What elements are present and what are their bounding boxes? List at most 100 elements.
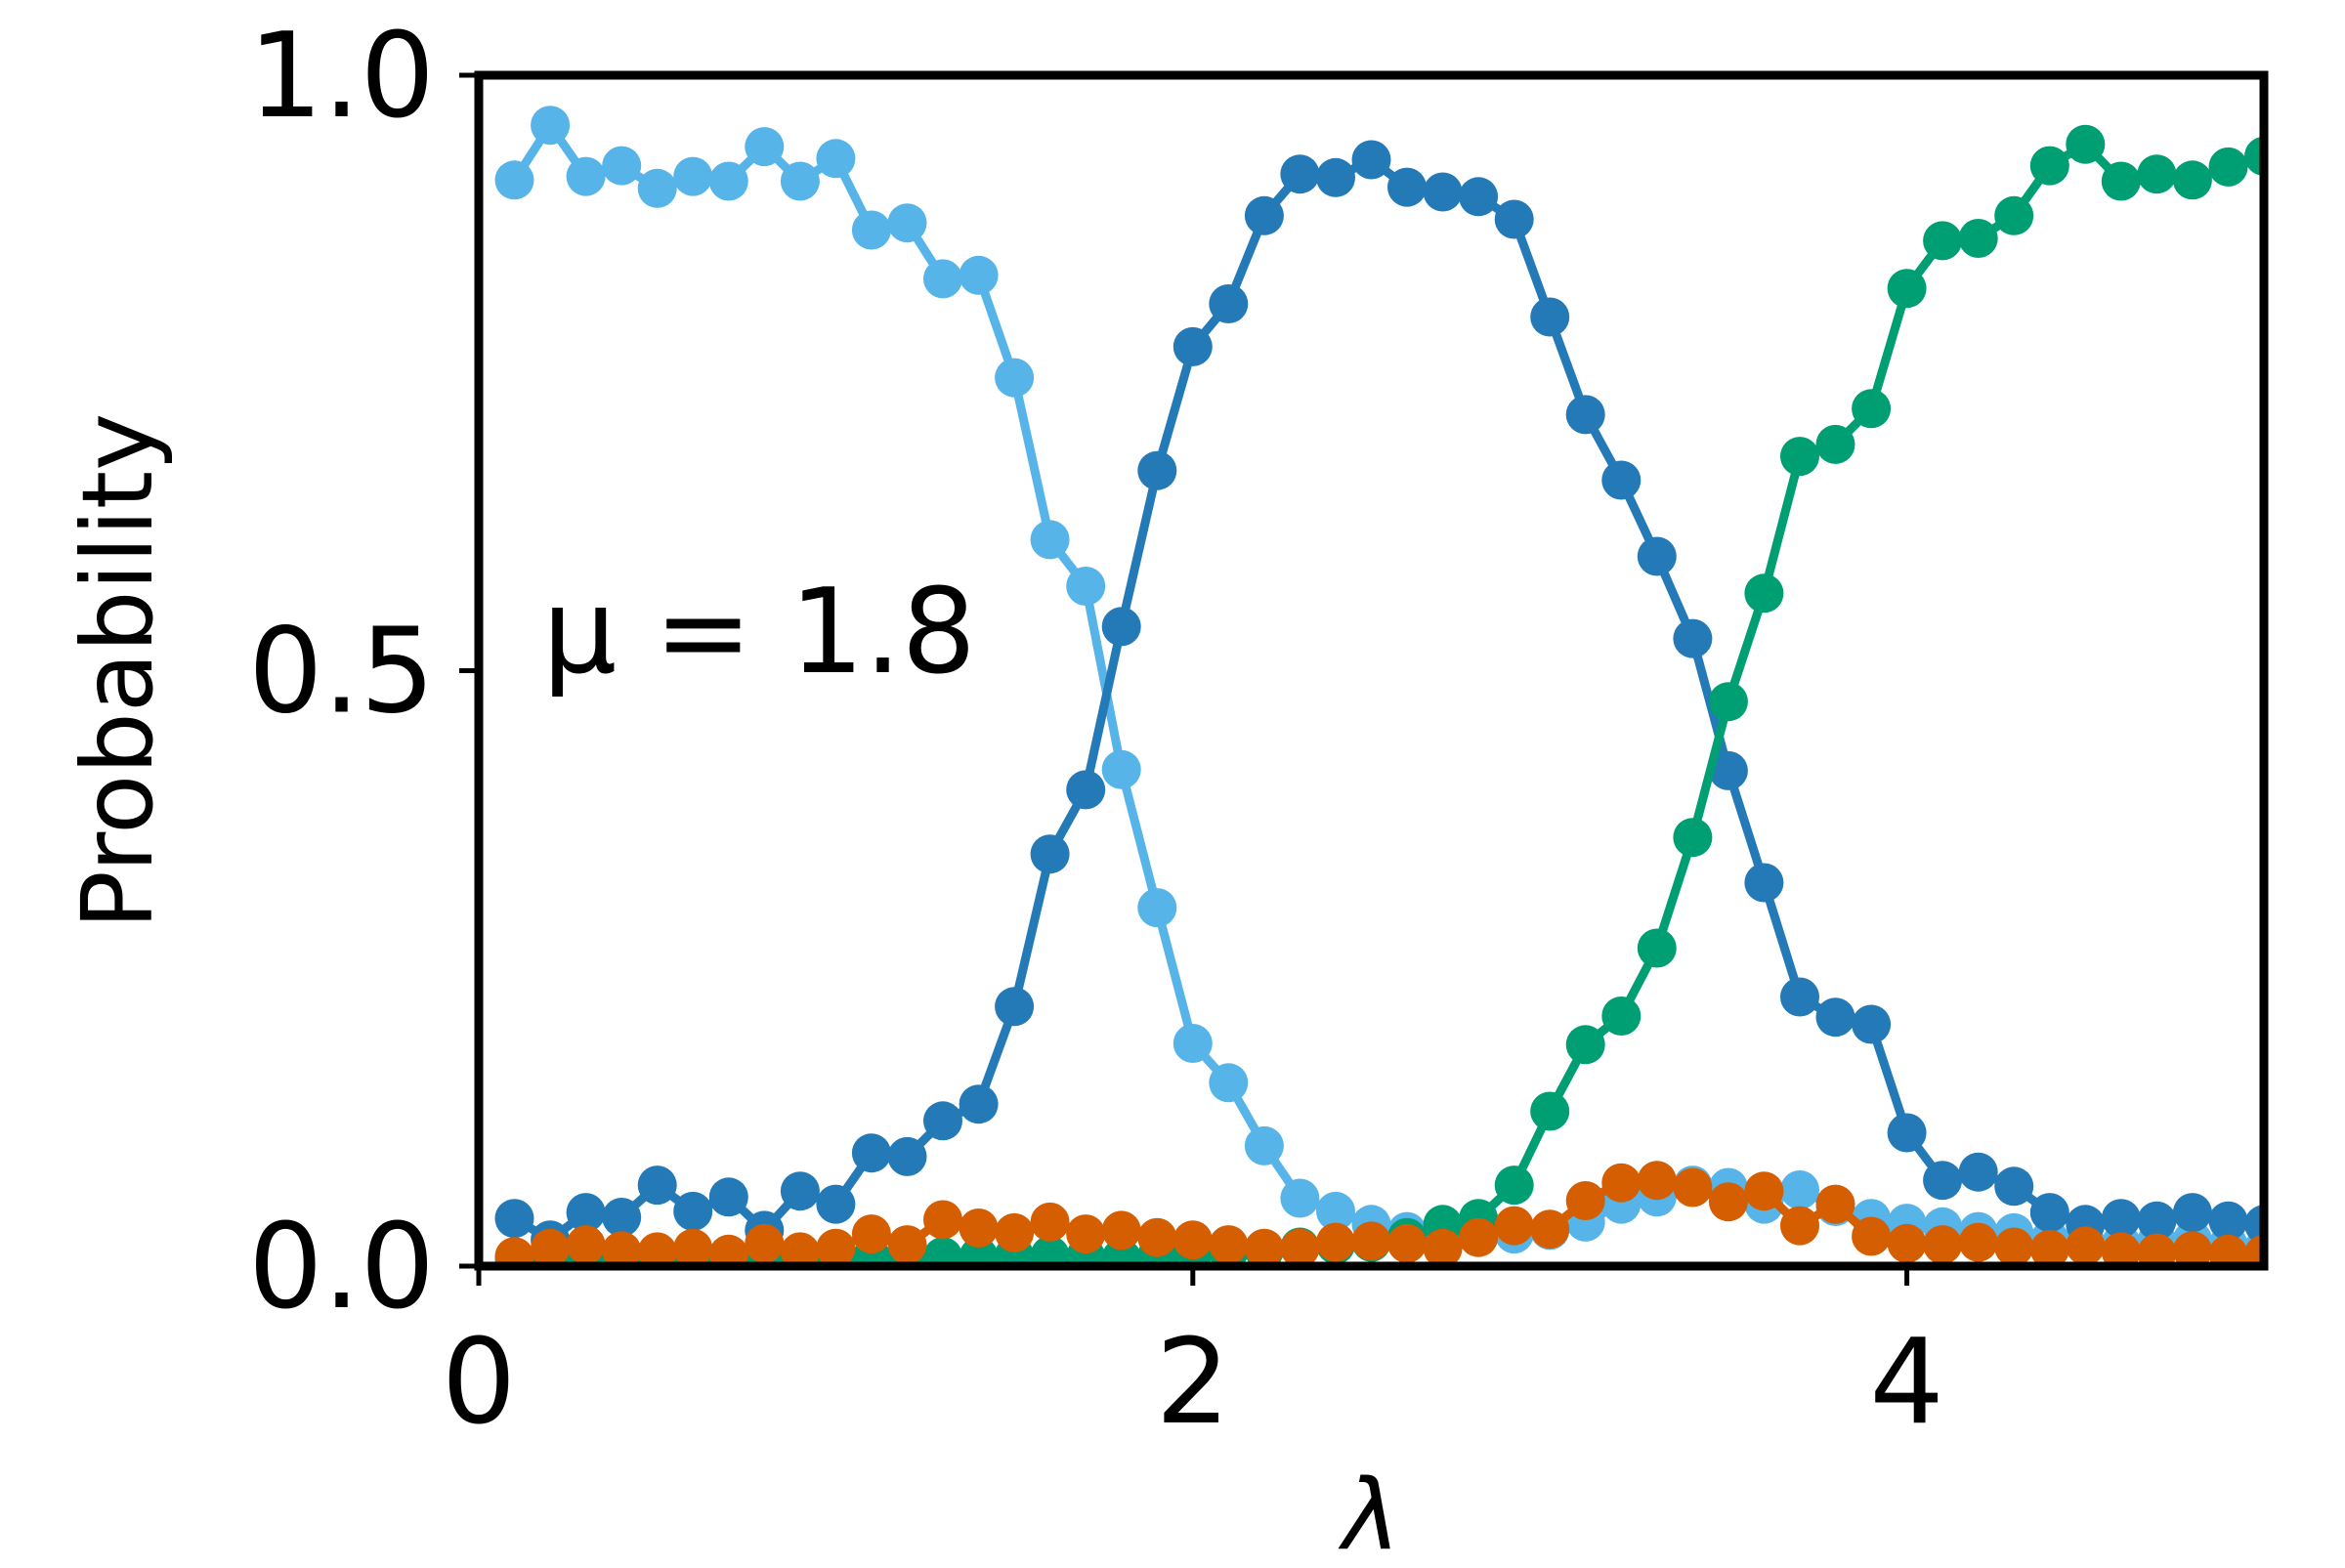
series-2-point bbox=[1209, 284, 1249, 323]
series-4-point bbox=[2172, 1231, 2212, 1266]
series-1-point bbox=[887, 203, 927, 243]
series-4-point bbox=[1316, 1222, 1355, 1262]
series-4-point bbox=[494, 1237, 534, 1266]
series-1-point bbox=[637, 168, 677, 208]
series-4-point bbox=[1351, 1221, 1391, 1261]
y-tick-label: 0.5 bbox=[248, 605, 435, 741]
series-2-point bbox=[1673, 618, 1713, 658]
y-tick-label: 0.0 bbox=[248, 1200, 435, 1335]
series-2-point bbox=[1708, 750, 1748, 790]
series-2-point bbox=[923, 1101, 962, 1141]
series-4-point bbox=[1958, 1222, 1998, 1262]
series-1-point bbox=[1137, 888, 1177, 928]
series-2-point bbox=[1030, 834, 1070, 874]
series-4-point bbox=[2208, 1234, 2248, 1266]
series-2-point bbox=[2208, 1201, 2248, 1241]
series-2-point bbox=[1565, 395, 1605, 435]
series-2-point bbox=[1887, 1113, 1927, 1153]
series-2-point bbox=[1530, 297, 1570, 337]
series-3-point bbox=[2172, 160, 2212, 200]
series-4-point bbox=[2066, 1226, 2106, 1266]
series-1-point bbox=[959, 255, 999, 295]
series-3 bbox=[494, 124, 2264, 1266]
series-3-point bbox=[1852, 389, 1892, 429]
series-4-point bbox=[1030, 1202, 1070, 1242]
series-4-point bbox=[745, 1223, 785, 1263]
series-1-point bbox=[708, 161, 748, 201]
series-1-point bbox=[531, 106, 571, 146]
series-1-point bbox=[1316, 1191, 1355, 1231]
series-4-point bbox=[1244, 1228, 1284, 1266]
series-2-point bbox=[1459, 177, 1499, 217]
x-tick-label: 2 bbox=[1156, 1315, 1230, 1451]
x-tick-label: 0 bbox=[442, 1315, 516, 1451]
series-4-point bbox=[923, 1200, 962, 1240]
series-2-point bbox=[1066, 770, 1106, 810]
series-2-point bbox=[1994, 1166, 2034, 1207]
series-4-point bbox=[566, 1225, 606, 1265]
series-3-point bbox=[1887, 269, 1927, 309]
series-layer bbox=[494, 106, 2264, 1266]
series-4-point bbox=[1423, 1228, 1463, 1266]
series-1-point bbox=[1780, 1170, 1819, 1209]
series-4-point bbox=[816, 1228, 856, 1266]
series-3-point bbox=[2244, 136, 2264, 176]
series-4-point bbox=[1209, 1225, 1249, 1265]
series-2-point bbox=[780, 1171, 820, 1211]
series-4-point bbox=[1066, 1214, 1106, 1254]
series-4 bbox=[494, 1161, 2264, 1266]
series-1-point bbox=[923, 259, 962, 299]
series-2-point bbox=[2101, 1199, 2141, 1239]
series-2-point bbox=[1280, 154, 1320, 194]
series-2-point bbox=[1387, 167, 1427, 207]
series-4-point bbox=[602, 1231, 642, 1266]
series-3-point bbox=[1744, 573, 1784, 614]
series-2-point bbox=[1137, 450, 1177, 490]
series-2-point bbox=[2137, 1201, 2177, 1241]
series-3-point bbox=[923, 1237, 962, 1266]
series-4-point bbox=[1744, 1171, 1784, 1211]
series-2-point bbox=[1494, 199, 1534, 239]
axis-ticks: 0 2 4 0.0 0.5 1.0 bbox=[248, 9, 1944, 1451]
series-1-point bbox=[851, 210, 891, 250]
series-1-point bbox=[1280, 1178, 1320, 1218]
series-1-point bbox=[1209, 1063, 1249, 1103]
series-4-point bbox=[851, 1214, 891, 1254]
series-2-point bbox=[566, 1193, 606, 1233]
series-1-point bbox=[780, 161, 820, 201]
series-4-point bbox=[1923, 1225, 1963, 1265]
series-2-point bbox=[637, 1165, 677, 1206]
series-2-point bbox=[1351, 140, 1391, 180]
series-3-point bbox=[1494, 1165, 1534, 1206]
series-1-point bbox=[673, 156, 713, 196]
series-3-line bbox=[514, 140, 2264, 1264]
y-axis-label: Probability bbox=[61, 413, 175, 930]
series-3-point bbox=[1601, 996, 1642, 1036]
series-4-point bbox=[1530, 1209, 1570, 1250]
series-2-point bbox=[1780, 977, 1819, 1017]
series-3-point bbox=[1923, 221, 1963, 261]
series-3-point bbox=[1780, 437, 1819, 477]
series-2-point bbox=[1244, 195, 1284, 235]
series-1-point bbox=[1101, 749, 1141, 789]
series-3-point bbox=[2101, 161, 2141, 201]
series-3-point bbox=[1565, 1025, 1605, 1065]
series-4-point bbox=[1459, 1217, 1499, 1257]
series-2-point bbox=[887, 1136, 927, 1176]
series-2-point bbox=[1744, 863, 1784, 903]
series-2-point bbox=[602, 1198, 642, 1237]
series-2 bbox=[494, 140, 2264, 1260]
series-2-point bbox=[995, 987, 1035, 1027]
series-2-point bbox=[1601, 460, 1642, 500]
series-4-point bbox=[708, 1234, 748, 1266]
series-4-point bbox=[1637, 1161, 1677, 1201]
series-3-point bbox=[1530, 1091, 1570, 1131]
series-1-point bbox=[1172, 1024, 1213, 1063]
series-4-point bbox=[1994, 1227, 2034, 1266]
series-4-point bbox=[1887, 1223, 1927, 1263]
series-2-point bbox=[1815, 997, 1855, 1038]
series-4-point bbox=[637, 1232, 677, 1266]
series-2-point bbox=[1316, 157, 1355, 197]
series-2-point bbox=[1637, 536, 1677, 576]
